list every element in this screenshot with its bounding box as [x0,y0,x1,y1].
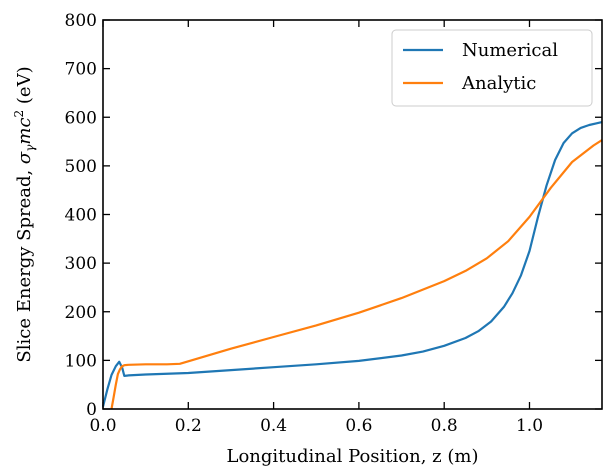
y-tick-label: 400 [65,206,97,226]
x-axis-ticks: 0.0 0.2 0.4 0.6 0.8 1.0 [89,20,543,436]
legend-label-numerical: Numerical [462,40,558,61]
x-tick-label: 0.2 [175,416,202,436]
y-axis-label-superscript: 2 [12,110,26,118]
y-axis-label-prefix: Slice Energy Spread, [14,164,35,363]
y-tick-label: 500 [65,157,97,177]
series-line-numerical [101,121,603,407]
y-axis-label-unit: (eV) [14,66,35,109]
y-tick-label: 300 [65,254,97,274]
y-tick-label: 200 [65,303,97,323]
y-tick-label: 600 [65,108,97,128]
legend-label-analytic: Analytic [461,73,536,94]
plot-frame [102,19,603,410]
x-tick-label: 1.0 [516,416,543,436]
series-layer [101,121,603,410]
series-line-analytic [110,139,603,410]
y-tick-label: 0 [86,400,97,420]
y-axis-label: Slice Energy Spread, σγmc2 (eV) [12,66,37,362]
y-tick-label: 100 [65,351,97,371]
x-axis-label: Longitudinal Position, z (m) [227,446,479,467]
x-tick-label: 0.0 [89,416,116,436]
y-tick-label: 800 [65,11,97,31]
x-tick-label: 0.4 [260,416,287,436]
x-tick-label: 0.6 [345,416,372,436]
legend: Numerical Analytic [391,29,593,107]
x-tick-label: 0.8 [431,416,458,436]
y-tick-label: 700 [65,60,97,80]
y-axis-label-sigma: σ [14,151,35,164]
y-axis-label-mc: mc [14,117,35,144]
y-axis-label-gamma: γ [23,144,37,152]
